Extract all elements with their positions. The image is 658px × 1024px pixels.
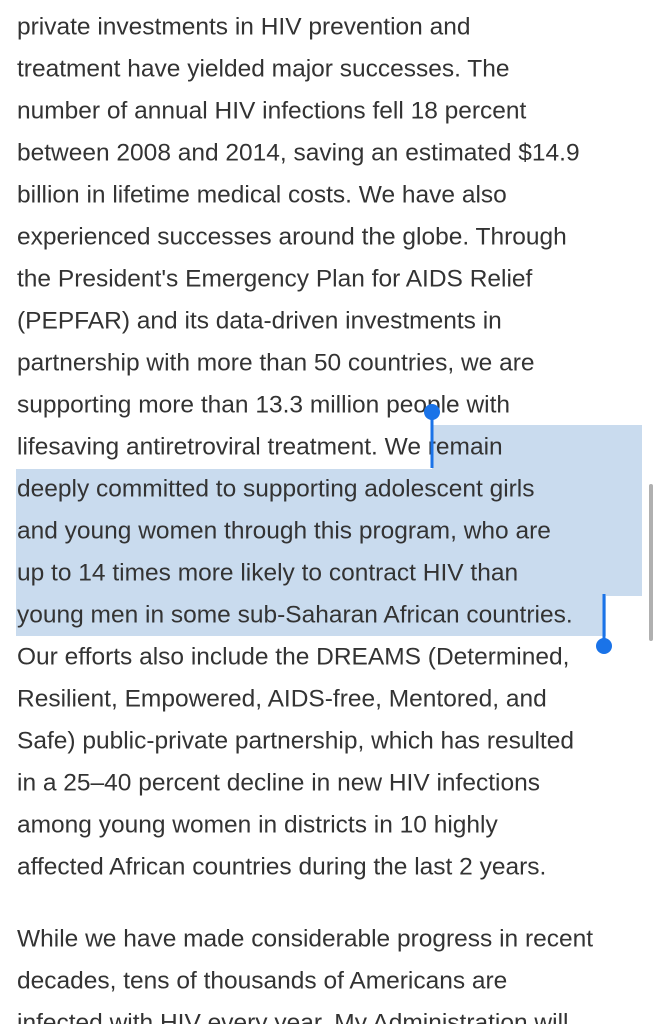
article-text: private investments in HIV prevention an… <box>17 13 593 1024</box>
text-line: between 2008 and 2014, saving an estimat… <box>17 139 580 166</box>
selection-start-knob[interactable] <box>424 404 440 420</box>
text-line: deeply committed to supporting adolescen… <box>17 475 535 502</box>
text-line: billion in lifetime medical costs. We ha… <box>17 181 507 208</box>
text-line: partnership with more than 50 countries,… <box>17 349 535 376</box>
text-line: decades, tens of thousands of Americans … <box>17 967 507 994</box>
text-line: lifesaving antiretroviral treatment. We … <box>17 433 503 460</box>
selection-end-knob[interactable] <box>596 638 612 654</box>
selection-highlight <box>432 425 642 469</box>
text-line: young men in some sub-Saharan African co… <box>17 601 573 628</box>
text-line: private investments in HIV prevention an… <box>17 13 471 40</box>
selection-highlight <box>16 469 642 596</box>
text-selection <box>16 425 642 636</box>
text-line: Safe) public-private partnership, which … <box>17 727 574 754</box>
text-line: While we have made considerable progress… <box>17 925 593 952</box>
selection-highlight <box>16 596 606 636</box>
text-line: infected with HIV every year. My Adminis… <box>17 1009 568 1024</box>
text-line: the President's Emergency Plan for AIDS … <box>17 265 533 292</box>
text-line: number of annual HIV infections fell 18 … <box>17 97 527 124</box>
text-line: treatment have yielded major successes. … <box>17 55 510 82</box>
scrollbar <box>649 484 653 641</box>
text-line: Our efforts also include the DREAMS (Det… <box>17 643 569 670</box>
text-line: and young women through this program, wh… <box>17 517 551 544</box>
text-line: among young women in districts in 10 hig… <box>17 811 498 838</box>
text-line: up to 14 times more likely to contract H… <box>17 559 518 586</box>
text-line: (PEPFAR) and its data-driven investments… <box>17 307 502 334</box>
text-line: affected African countries during the la… <box>17 853 546 880</box>
text-line: in a 25–40 percent decline in new HIV in… <box>17 769 540 796</box>
selection-handles[interactable] <box>424 404 612 654</box>
text-line: experienced successes around the globe. … <box>17 223 567 250</box>
text-line: Resilient, Empowered, AIDS-free, Mentore… <box>17 685 547 712</box>
